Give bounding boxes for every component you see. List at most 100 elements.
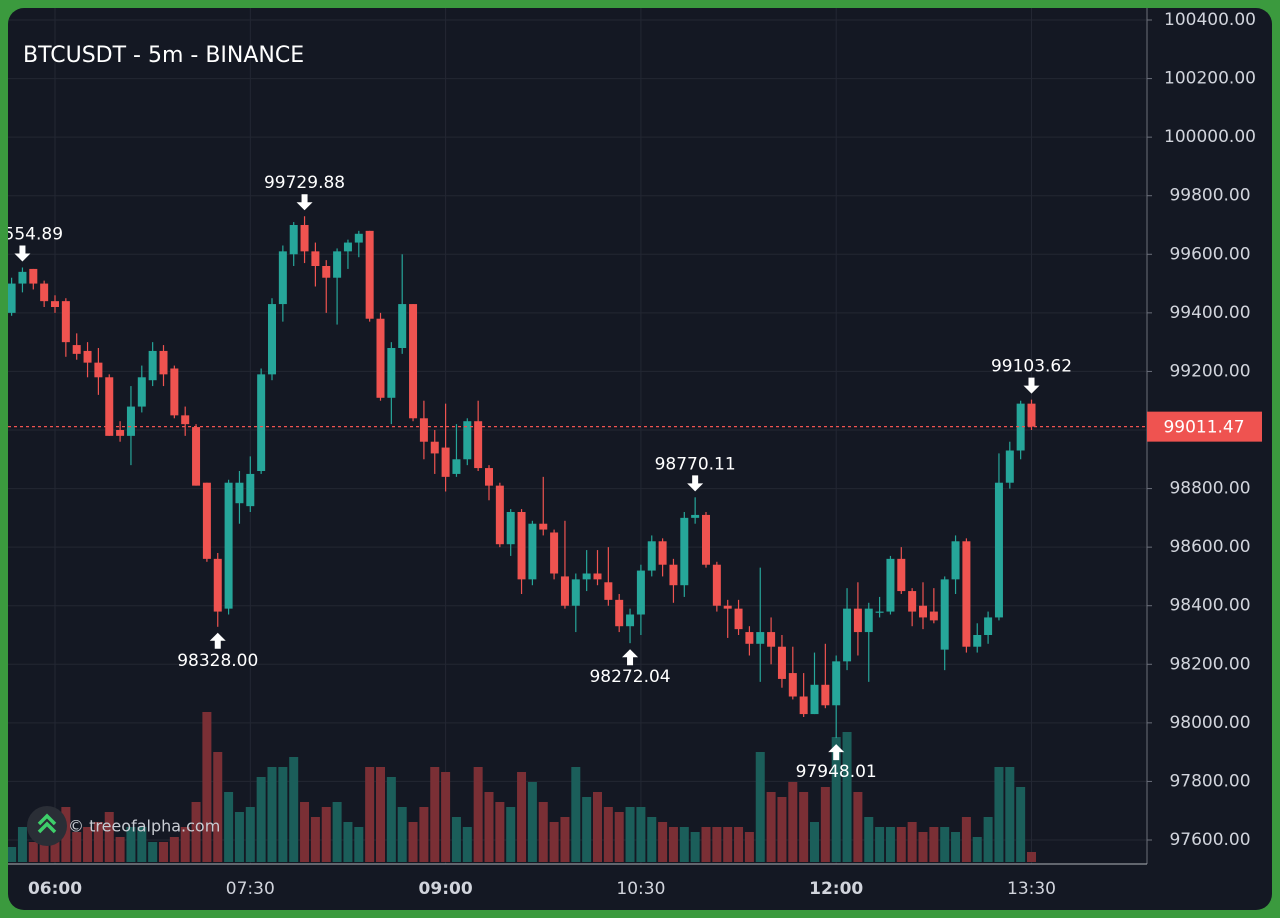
y-tick-label: 100400.00 xyxy=(1164,10,1256,30)
candle-body xyxy=(354,233,363,243)
volume-bar xyxy=(560,817,570,862)
candle-body xyxy=(734,608,743,630)
candle-body xyxy=(680,517,689,586)
candle-body xyxy=(224,482,233,609)
volume-bar xyxy=(310,817,320,862)
volume-bar xyxy=(994,767,1004,862)
annotation-label: 98770.11 xyxy=(655,454,736,474)
candle-body xyxy=(864,608,873,633)
candle-body xyxy=(235,482,244,504)
candle-body xyxy=(669,564,678,586)
annotation-arrow xyxy=(209,632,226,649)
candle-body xyxy=(170,368,179,416)
volume-bar xyxy=(690,832,700,862)
volume-bar xyxy=(582,797,592,862)
annotation-arrow xyxy=(296,194,313,211)
y-tick-label: 97800.00 xyxy=(1169,771,1250,791)
candle-body xyxy=(582,573,591,580)
candle-body xyxy=(528,523,537,580)
candle-body xyxy=(560,576,569,606)
annotation-arrow xyxy=(622,649,639,666)
candle-body xyxy=(1005,450,1014,483)
candle-body xyxy=(398,304,407,348)
annotation-label: 99554.89 xyxy=(0,224,63,244)
candle-body xyxy=(181,415,190,425)
volume-bar xyxy=(408,822,418,862)
candle-body xyxy=(788,673,797,697)
volume-bar xyxy=(842,732,852,862)
volume-bar xyxy=(93,822,103,862)
candle-body xyxy=(951,541,960,580)
volume-bar xyxy=(647,817,657,862)
volume-bar xyxy=(17,827,27,862)
volume-bar xyxy=(636,807,646,862)
candle-body xyxy=(745,632,754,644)
y-tick-label: 100000.00 xyxy=(1164,127,1256,147)
volume-bar xyxy=(549,822,559,862)
candle-body xyxy=(626,614,635,627)
candle-body xyxy=(94,362,103,378)
volume-bar xyxy=(28,842,38,862)
candle-body xyxy=(539,523,548,530)
candle-body xyxy=(18,271,27,284)
annotation-arrow xyxy=(14,245,31,262)
candle-body xyxy=(202,482,211,559)
y-tick-label: 99600.00 xyxy=(1169,244,1250,264)
y-tick-label: 99200.00 xyxy=(1169,361,1250,381)
y-tick-label: 99400.00 xyxy=(1169,303,1250,323)
candle-body xyxy=(919,605,927,618)
x-tick-label: 09:00 xyxy=(419,879,473,899)
annotation-label: 98328.00 xyxy=(177,651,258,671)
volume-bar xyxy=(213,752,223,862)
candle-body xyxy=(506,512,515,545)
candle-body xyxy=(875,611,884,613)
volume-bar xyxy=(799,792,809,862)
volume-bar xyxy=(115,837,125,862)
volume-bar xyxy=(137,827,147,862)
candle-body xyxy=(843,608,852,662)
volume-bar xyxy=(810,822,819,862)
annotation-arrow xyxy=(1023,377,1040,394)
x-tick-label: 13:30 xyxy=(1007,879,1056,899)
volume-bar xyxy=(386,777,396,862)
candle-body xyxy=(832,661,841,706)
candle-body xyxy=(430,441,439,454)
x-tick-label: 12:00 xyxy=(809,879,863,899)
candle-body xyxy=(571,579,580,606)
volume-bar xyxy=(72,832,82,862)
volume-bar xyxy=(278,767,288,862)
volume-bar xyxy=(885,827,895,862)
candle-body xyxy=(343,242,352,252)
candle-body xyxy=(1016,403,1025,451)
panel xyxy=(8,8,1272,910)
candle-body xyxy=(365,230,374,319)
candle-body xyxy=(441,447,450,477)
candle-body xyxy=(278,251,287,305)
last-price-box xyxy=(1147,411,1262,442)
volume-bar xyxy=(300,802,310,862)
watermark-logo xyxy=(27,806,67,846)
candle-body xyxy=(452,459,461,474)
candle-body xyxy=(83,350,92,363)
candle-body xyxy=(897,558,906,592)
volume-bar xyxy=(180,827,190,862)
candle-body xyxy=(137,377,146,407)
volume-bar xyxy=(940,827,950,862)
candle-body xyxy=(51,301,59,307)
y-tick-label: 99800.00 xyxy=(1169,186,1250,206)
volume-bar xyxy=(462,827,472,862)
x-tick-label: 06:00 xyxy=(28,879,82,899)
candle-body xyxy=(116,430,125,436)
volume-bar xyxy=(1016,787,1026,862)
volume-bar xyxy=(896,827,906,862)
volume-bar xyxy=(723,827,733,862)
candle-body xyxy=(289,225,298,255)
last-price-label: 99011.47 xyxy=(1163,418,1244,438)
volume-bar xyxy=(191,802,201,862)
candle-body xyxy=(691,514,700,518)
candle-body xyxy=(994,482,1003,618)
volume-bar xyxy=(527,782,537,862)
candle-body xyxy=(192,427,201,486)
volume-bar xyxy=(972,837,982,862)
annotation-label: 98272.04 xyxy=(589,667,670,687)
